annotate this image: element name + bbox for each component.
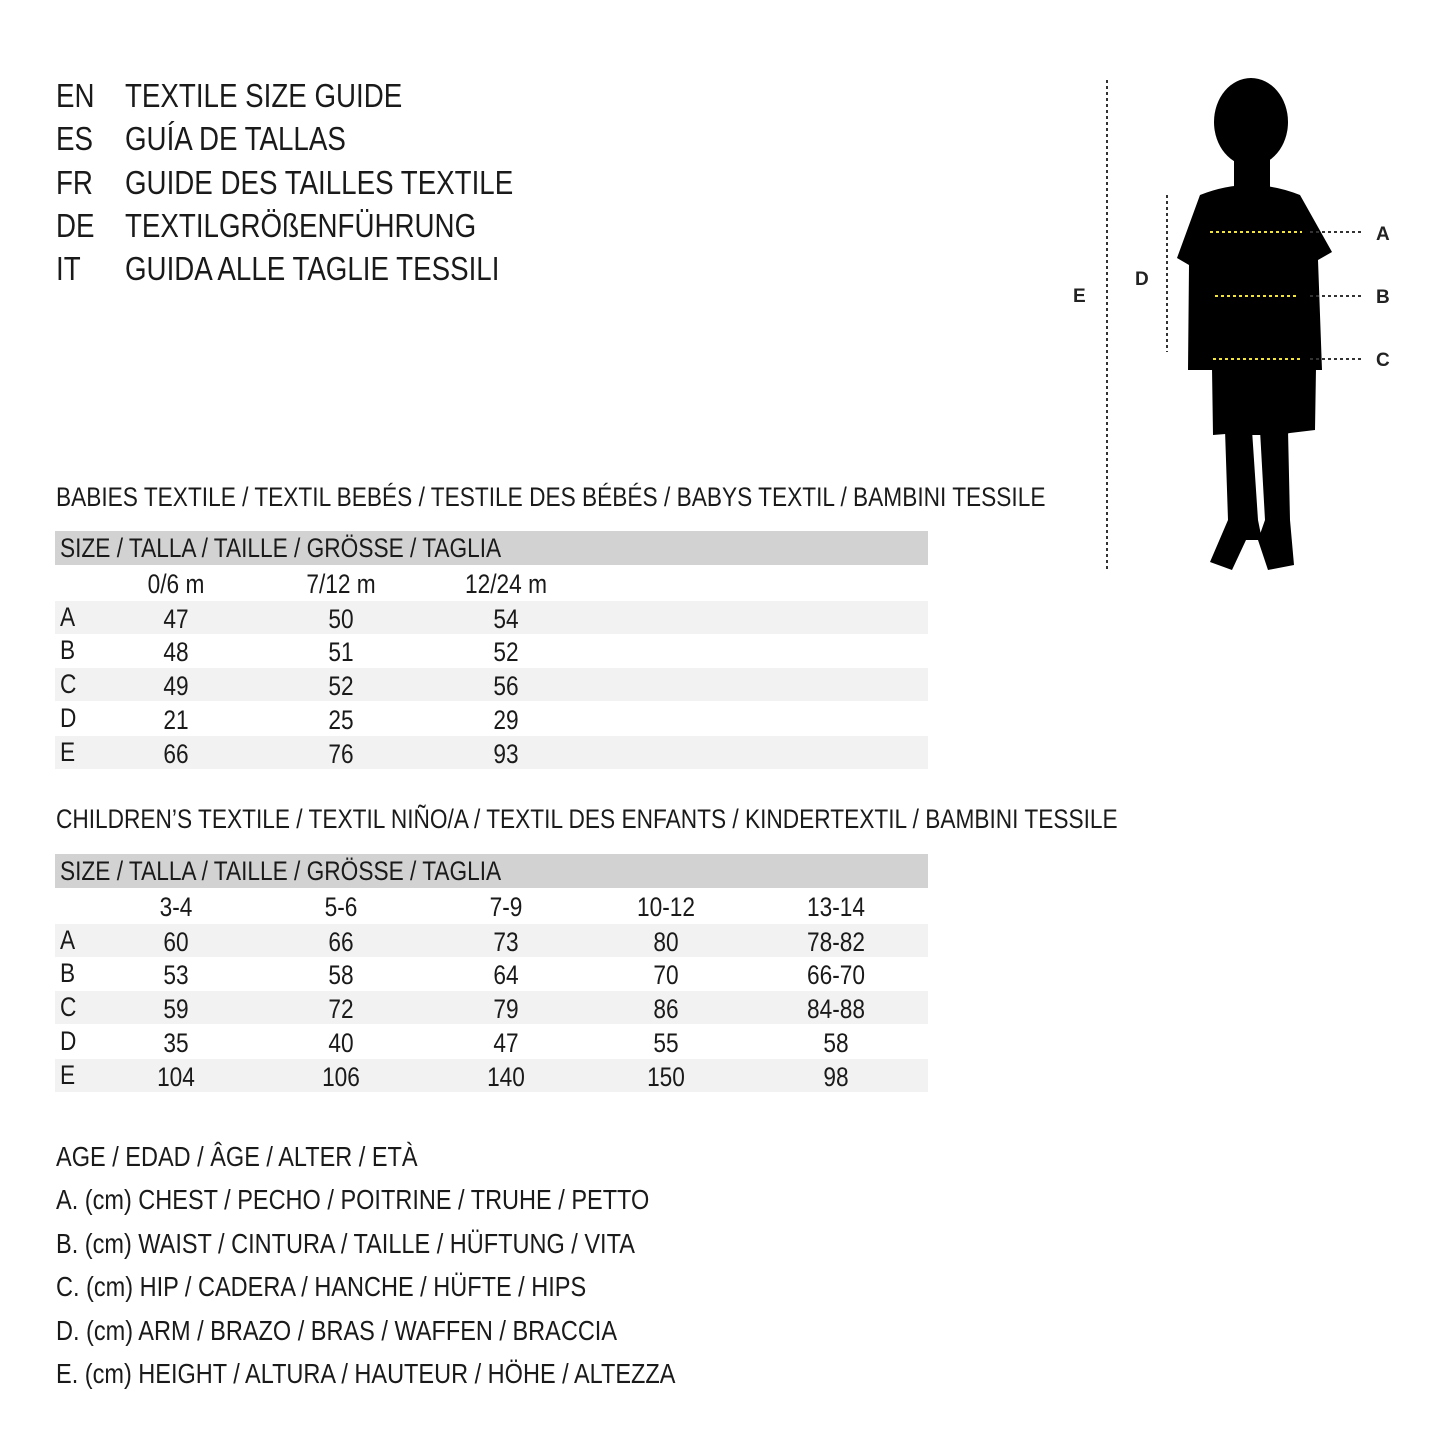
column-header: 5-6 [324,892,358,922]
table-cell: 104 [157,1061,195,1092]
table-cell: 54 [493,603,519,634]
row-label: D [60,1025,77,1056]
legend-item: C. (cm) HIP / CADERA / HANCHE / HÜFTE / … [56,1271,587,1303]
table-cell: 35 [163,1027,189,1058]
table-cell: 76 [328,738,354,769]
legend-item: E. (cm) HEIGHT / ALTURA / HAUTEUR / HÖHE… [56,1358,676,1389]
table-cell: 52 [493,637,519,668]
table-cell: 59 [163,994,189,1025]
table-cell: 73 [493,926,519,957]
legend-item: A. (cm) CHEST / PECHO / POITRINE / TRUHE… [56,1184,650,1216]
measure-lines [1106,80,1362,570]
table-cell: 58 [328,960,354,991]
table-header-bar [55,531,928,565]
title-text: GUIDE DES TAILLES TEXTILE [125,163,514,201]
column-header: 10-12 [636,892,696,922]
row-label: A [60,924,76,955]
table-cell: 70 [653,960,679,991]
row-shade [55,1058,928,1092]
table-cell: 150 [647,1061,685,1092]
table-cell: 58 [823,1027,849,1058]
column-header: 7-9 [489,892,523,922]
table-cell: 64 [493,960,519,991]
row-label: B [60,635,76,666]
table-cell: 86 [653,994,679,1025]
row-label: E [60,736,76,767]
table-cell: 98 [823,1061,849,1092]
child-silhouette-diagram: A B C D E [1073,78,1390,570]
label-c: C [1376,350,1390,371]
table-cell: 51 [328,637,354,668]
column-header: 7/12 m [306,569,376,599]
table-cell: 79 [493,994,519,1025]
table-cell: 93 [493,738,519,769]
label-b: B [1376,287,1390,308]
legend-item: B. (cm) WAIST / CINTURA / TAILLE / HÜFTU… [56,1227,635,1259]
table-cell: 140 [487,1061,525,1092]
row-label: D [60,702,77,733]
table-cell: 52 [328,671,354,702]
table-cell: 66-70 [806,960,866,991]
title-text: TEXTILE SIZE GUIDE [125,77,403,114]
title-text: GUÍA DE TALLAS [125,120,346,158]
table-cell: 40 [328,1027,354,1058]
table-cell: 66 [163,738,189,769]
table-cell: 78-82 [806,926,866,957]
table-cell: 55 [653,1027,679,1058]
table-cell: 49 [163,671,189,702]
child-silhouette [1177,78,1332,570]
row-shade [55,991,928,1025]
table-cell: 25 [328,704,354,735]
row-label: C [60,669,77,700]
row-shade [55,923,928,957]
column-header: 3-4 [159,892,193,922]
table-cell: 21 [163,704,189,735]
row-label: B [60,958,76,989]
label-a: A [1376,224,1390,245]
table-cell: 84-88 [806,994,866,1025]
row-shade [55,668,928,702]
table-header: SIZE / TALLA / TAILLE / GRÖSSE / TAGLIA [60,856,502,886]
table-cell: 80 [653,926,679,957]
language-code: DE [56,206,95,244]
row-label: C [60,992,77,1023]
row-shade [55,735,928,769]
table-header-bar [55,854,928,888]
row-label: E [60,1059,76,1090]
table-cell: 48 [163,637,189,668]
legend-item: D. (cm) ARM / BRAZO / BRAS / WAFFEN / BR… [56,1314,618,1346]
label-e: E [1073,286,1086,307]
legend-item: AGE / EDAD / ÂGE / ALTER / ETÀ [56,1141,418,1172]
table-cell: 66 [328,926,354,957]
table-cell: 56 [493,671,519,702]
language-code: FR [56,163,93,201]
table-cell: 47 [163,603,189,634]
title-text: GUIDA ALLE TAGLIE TESSILI [125,250,500,288]
table-cell: 106 [322,1061,360,1092]
title-text: TEXTILGRÖßENFÜHRUNG [125,206,477,244]
table-cell: 53 [163,960,189,991]
column-header: 13-14 [806,892,866,922]
row-shade [55,600,928,634]
language-code: ES [56,120,93,158]
column-header: 12/24 m [465,569,547,599]
language-code: IT [56,250,81,288]
table-cell: 47 [493,1027,519,1058]
section-title: CHILDREN’S TEXTILE / TEXTIL NIÑO/A / TEX… [56,804,1118,834]
table-cell: 29 [493,704,519,735]
language-code: EN [56,77,95,114]
table-header: SIZE / TALLA / TAILLE / GRÖSSE / TAGLIA [60,533,502,563]
table-cell: 50 [328,603,354,634]
row-label: A [60,601,76,632]
column-header: 0/6 m [147,569,205,599]
table-cell: 60 [163,926,189,957]
label-d: D [1135,269,1149,290]
section-title: BABIES TEXTILE / TEXTIL BEBÉS / TESTILE … [56,482,1046,512]
table-cell: 72 [328,994,354,1025]
